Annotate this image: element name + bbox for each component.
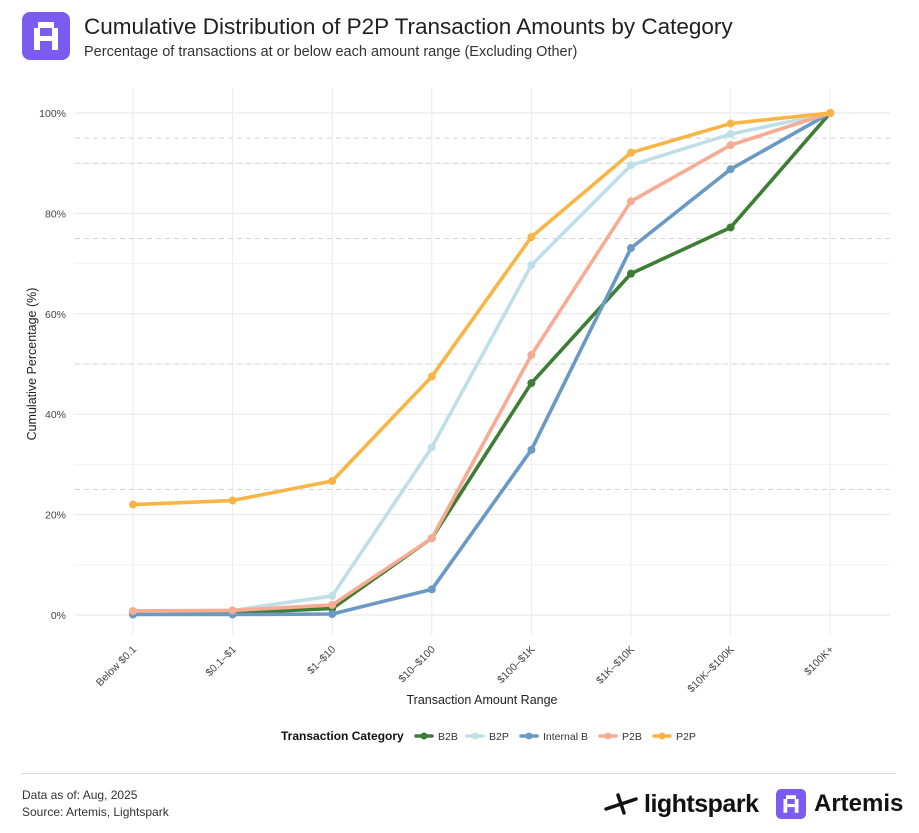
x-tick-label: $1–$10 [305, 644, 338, 677]
data-point [328, 609, 337, 618]
y-axis-title: Cumulative Percentage (%) [25, 288, 39, 441]
series-line [131, 111, 833, 613]
legend-swatch-point [604, 732, 612, 740]
chart-title: Cumulative Distribution of P2P Transacti… [84, 14, 733, 39]
data-point [427, 372, 436, 381]
legend-label: B2B [438, 731, 458, 743]
footer-divider [22, 773, 896, 774]
data-point [527, 445, 536, 454]
data-point [527, 350, 536, 359]
y-tick-label: 20% [45, 510, 66, 522]
chart-subtitle: Percentage of transactions at or below e… [84, 44, 578, 60]
data-point [627, 269, 635, 278]
x-tick-label: $10–$100 [396, 644, 438, 686]
lightspark-wordmark: lightspark [644, 789, 759, 818]
data-point [328, 591, 337, 600]
y-tick-label: 40% [45, 409, 66, 421]
artemis-brand: Artemis [776, 787, 903, 821]
data-point [427, 534, 436, 543]
legend-swatch-point [525, 732, 533, 740]
x-tick-label: $100–$1K [495, 644, 537, 686]
y-tick-label: 60% [45, 309, 66, 321]
y-tick-label: 100% [39, 108, 66, 120]
data-point [328, 476, 337, 485]
legend-label: P2B [622, 731, 642, 743]
data-point [726, 119, 735, 128]
lightspark-bolt-icon [604, 793, 638, 815]
legend-swatch-point [471, 732, 479, 740]
data-point [427, 585, 436, 594]
data-point [129, 500, 137, 509]
data-point [726, 223, 735, 232]
data-point [627, 244, 635, 253]
data-point [328, 600, 337, 609]
data-point [527, 261, 536, 270]
artemis-logo-icon [22, 12, 70, 60]
data-point [527, 232, 536, 241]
data-point [726, 130, 735, 139]
x-tick-label: Below $0.1 [94, 644, 139, 689]
y-tick-label: 80% [45, 208, 66, 220]
legend-label: Internal B [543, 731, 588, 743]
data-point [627, 197, 635, 206]
series-line [131, 111, 833, 617]
data-point [627, 161, 635, 170]
series-line [131, 111, 833, 507]
data-point [826, 109, 835, 117]
data-point [129, 606, 137, 615]
legend-swatch-point [658, 732, 666, 740]
series-line [131, 111, 833, 614]
artemis-wordmark: Artemis [814, 790, 904, 817]
data-point [726, 165, 735, 174]
series-b2p [129, 109, 835, 616]
artemis-mini-logo-icon [776, 789, 806, 819]
legend-swatch-point [420, 732, 428, 740]
x-axis-title: Transaction Amount Range [406, 693, 557, 707]
x-tick-label: $1K–$10K [594, 644, 637, 687]
line-chart: 0% 20% 40% 60% 80% 100% Below $0.1 $0.1–$1 $1–$1… [25, 88, 890, 743]
series-p2b [129, 109, 835, 615]
legend-label: P2P [676, 731, 696, 743]
series-p2p [129, 109, 835, 509]
data-point [427, 443, 436, 452]
source-note: Source: Artemis, Lightspark [22, 805, 169, 819]
data-point [627, 148, 635, 157]
x-tick-label: $100K+ [802, 644, 836, 678]
data-point [228, 496, 237, 505]
data-point [527, 379, 536, 388]
legend-label: B2P [489, 731, 509, 743]
data-as-of: Data as of: Aug, 2025 [22, 788, 138, 802]
series-line [131, 111, 833, 616]
data-point [726, 141, 735, 150]
x-tick-label: $0.1–$1 [203, 644, 238, 679]
series-b2b [129, 109, 835, 618]
y-tick-label: 0% [51, 610, 66, 622]
data-point [228, 606, 237, 615]
lightspark-brand: lightspark [604, 787, 759, 821]
x-tick-label: $10K–$100K [685, 644, 736, 695]
legend-title: Transaction Category [281, 729, 404, 743]
